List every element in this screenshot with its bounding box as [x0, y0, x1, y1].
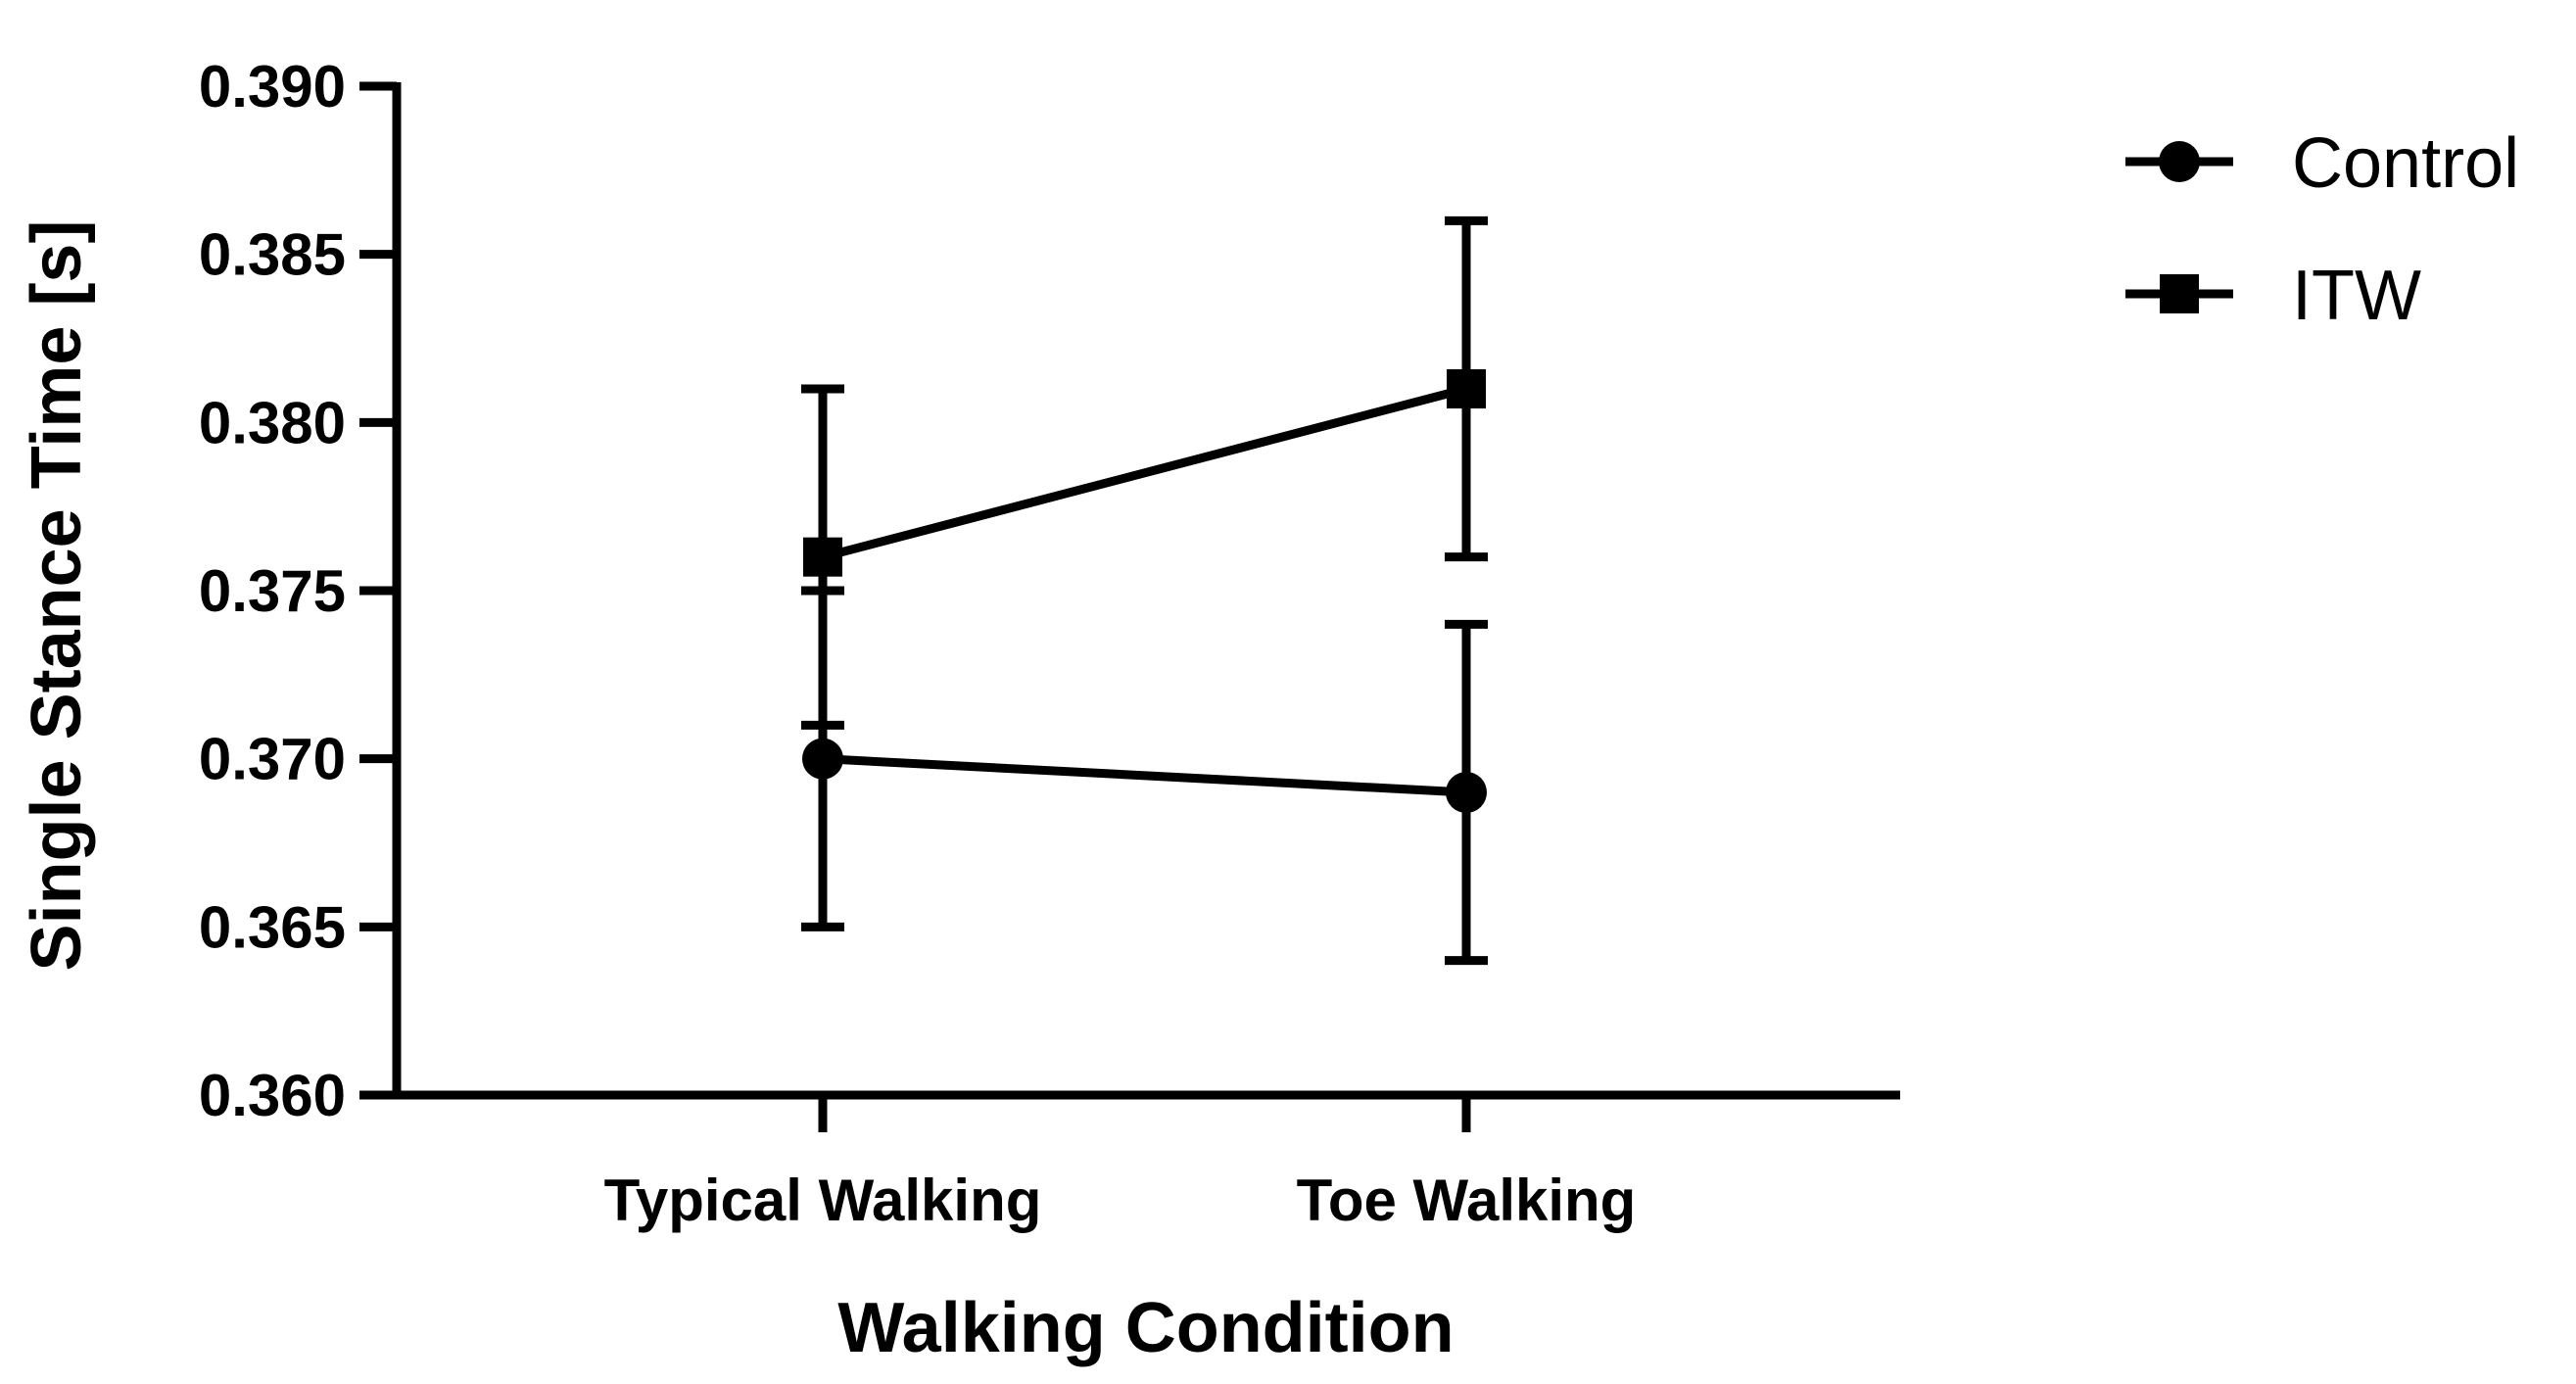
- y-tick-label: 0.365: [199, 894, 346, 960]
- series-itw: [801, 215, 1488, 730]
- data-point: [1447, 369, 1486, 408]
- x-tick-label: Typical Walking: [604, 1168, 1042, 1233]
- axes: [392, 82, 1900, 1100]
- series-layer: [801, 215, 1488, 966]
- legend-label: Control: [2292, 124, 2519, 203]
- series-control: [801, 586, 1488, 966]
- y-tick-label: 0.370: [199, 727, 346, 792]
- y-axis-title: Single Stance Time [s]: [18, 220, 96, 972]
- legend-marker: [2159, 141, 2200, 182]
- y-tick-label: 0.360: [199, 1063, 346, 1128]
- series-line: [821, 384, 1468, 562]
- y-ticks: 0.360 0.365 0.370 0.375 0.380 0.385 0.390 Typic…: [199, 54, 1636, 1233]
- legend-item-itw: ITW: [2125, 257, 2421, 335]
- y-tick-label: 0.390: [199, 54, 346, 119]
- data-point: [802, 738, 843, 780]
- y-tick-label: 0.385: [199, 222, 346, 288]
- data-point: [1446, 772, 1487, 813]
- y-tick-label: 0.375: [199, 558, 346, 624]
- legend: Control ITW: [2125, 124, 2519, 335]
- x-axis-title: Walking Condition: [837, 1289, 1454, 1367]
- series-line: [822, 754, 1467, 797]
- legend-item-control: Control: [2125, 124, 2519, 203]
- legend-label: ITW: [2292, 257, 2421, 335]
- data-point: [803, 537, 842, 577]
- legend-marker: [2160, 274, 2199, 313]
- x-tick-label: Toe Walking: [1297, 1168, 1637, 1233]
- y-tick-label: 0.380: [199, 390, 346, 455]
